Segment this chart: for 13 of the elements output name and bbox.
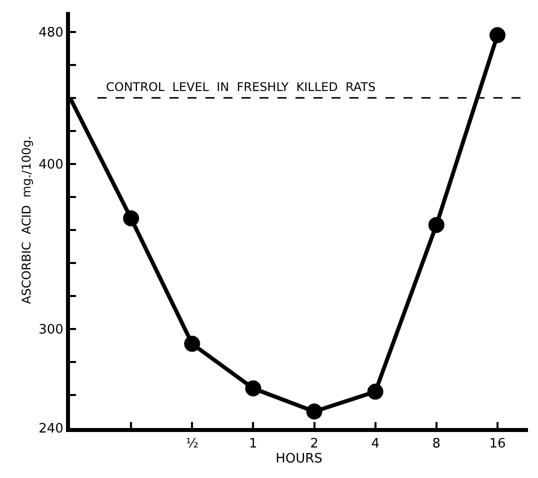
y-tick-label: 300 (38, 322, 64, 338)
y-axis-title: ASCORBIC ACID mg./100g. (19, 136, 34, 304)
x-axis-title: HOURS (276, 452, 322, 467)
x-tick-label: 2 (310, 436, 318, 452)
x-tick-label: 8 (432, 436, 441, 452)
x-tick-label: 16 (489, 436, 506, 452)
y-tick-label: 240 (38, 422, 64, 437)
ref-line-label: CONTROL LEVEL IN FRESHLY KILLED RATS (106, 80, 376, 94)
y-tick-label: 400 (38, 157, 64, 172)
y-tick-label: 480 (38, 25, 64, 40)
x-tick-label: 1 (249, 436, 258, 452)
x-tick-label: 4 (371, 436, 380, 452)
x-tick-label: ½ (186, 436, 198, 452)
